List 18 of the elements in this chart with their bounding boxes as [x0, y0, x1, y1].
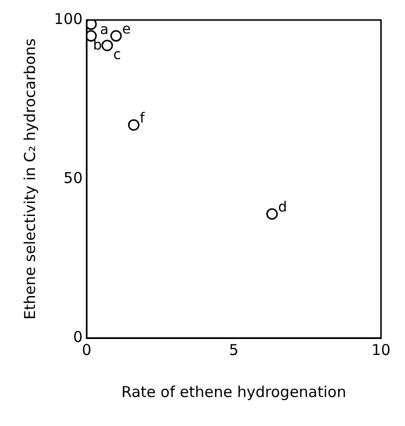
- y-tick-label: 0: [73, 328, 83, 346]
- annotation: c: [113, 47, 121, 64]
- annotation: e: [122, 22, 131, 38]
- annotation: a: [100, 22, 109, 38]
- point: [266, 208, 278, 220]
- x-tick-label: 10: [371, 340, 391, 359]
- point: [110, 30, 122, 42]
- x-axis-title: Rate of ethene hydrogenation: [121, 382, 346, 401]
- annotation: b: [93, 38, 102, 54]
- point: [86, 20, 97, 30]
- y-axis-title: Ethene selectivity in C₂ hydrocarbons: [20, 38, 39, 320]
- annotation: f: [140, 110, 146, 127]
- y-tick-label: 50: [64, 168, 83, 187]
- annotation: d: [278, 200, 287, 216]
- point: [101, 40, 113, 52]
- point: [128, 119, 140, 131]
- x-tick-label: 5: [229, 340, 239, 359]
- y-tick-label: 100: [54, 10, 83, 28]
